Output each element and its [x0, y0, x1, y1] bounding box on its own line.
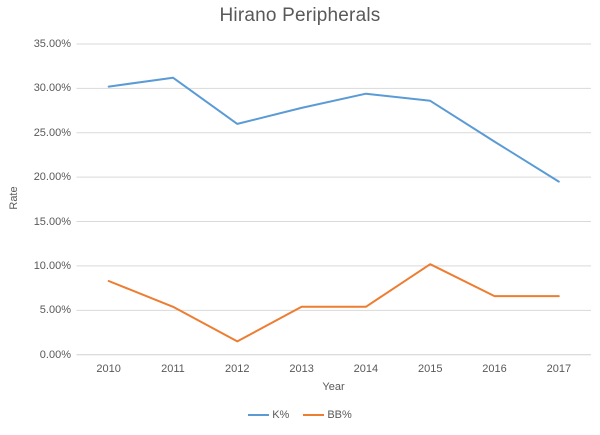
y-tick-label: 35.00% — [33, 38, 71, 50]
legend-label: K% — [272, 409, 290, 421]
x-tick-label: 2010 — [96, 363, 121, 375]
y-tick-label: 0.00% — [39, 348, 71, 361]
y-tick-label: 10.00% — [33, 259, 71, 272]
y-tick-label: 20.00% — [33, 171, 71, 184]
x-tick-label: 2017 — [546, 363, 572, 375]
x-tick-label: 2013 — [289, 363, 314, 375]
legend-label: BB% — [327, 409, 352, 421]
x-tick-label: 2011 — [161, 363, 185, 375]
x-tick-label: 2015 — [417, 363, 443, 375]
y-tick-label: 25.00% — [33, 126, 71, 139]
legend-item-K%[interactable]: K% — [248, 409, 289, 421]
legend-item-BB%[interactable]: BB% — [303, 409, 352, 421]
legend-line-icon — [303, 414, 325, 416]
x-tick-label: 2016 — [482, 363, 507, 375]
series-line-K% — [107, 76, 560, 183]
x-tick-label: 2014 — [353, 363, 379, 375]
y-tick-label: 5.00% — [39, 304, 71, 317]
x-axis-title: Year — [322, 381, 345, 393]
y-tick-label: 30.00% — [33, 82, 71, 95]
x-tick-label: 2012 — [225, 363, 250, 375]
chart-title: Hirano Peripherals — [219, 5, 381, 26]
y-tick-label: 15.00% — [33, 215, 71, 228]
legend-line-icon — [248, 414, 270, 416]
series-line-BB% — [107, 263, 560, 343]
y-axis-title: Rate — [8, 186, 20, 210]
legend: K% BB% — [0, 409, 600, 421]
